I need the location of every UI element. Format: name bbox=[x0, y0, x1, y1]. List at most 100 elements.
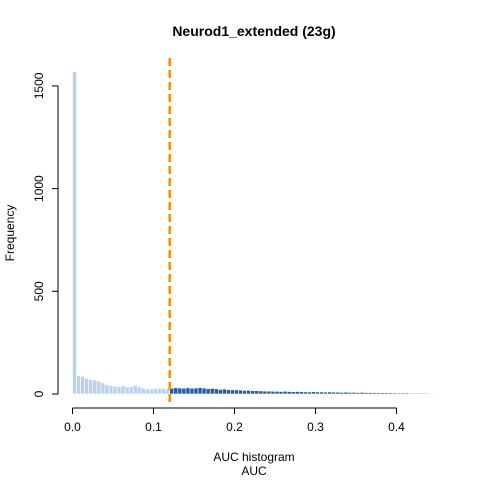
x-tick-label: 0.3 bbox=[307, 420, 324, 434]
histogram-bar bbox=[141, 387, 146, 395]
histogram-bar bbox=[185, 387, 191, 395]
y-axis-label: Frequency bbox=[3, 205, 17, 262]
histogram-bar bbox=[351, 392, 357, 395]
histogram-bar bbox=[218, 389, 223, 395]
histogram-bar bbox=[246, 390, 251, 395]
histogram-bar bbox=[375, 392, 381, 395]
histogram-bar bbox=[72, 71, 77, 395]
histogram-bar bbox=[286, 391, 292, 395]
histogram-bar bbox=[331, 391, 337, 395]
histogram-bar bbox=[132, 385, 138, 395]
histogram-bar bbox=[173, 387, 179, 395]
histogram-bar bbox=[392, 392, 397, 395]
histogram-bar bbox=[222, 388, 227, 395]
histogram-bar bbox=[238, 389, 243, 395]
y-axis: 0 500 1000 1500 bbox=[32, 72, 59, 397]
histogram-bar bbox=[124, 386, 130, 395]
histogram-bar bbox=[84, 378, 90, 395]
histogram-bar bbox=[416, 392, 422, 395]
histogram-bar bbox=[92, 379, 98, 395]
histogram-bar bbox=[242, 390, 247, 395]
x-tick-label: 0.2 bbox=[226, 420, 243, 434]
histogram-bar bbox=[120, 385, 126, 395]
histogram-bar bbox=[258, 390, 264, 395]
histogram-bar bbox=[274, 391, 280, 395]
histogram-bar bbox=[250, 390, 256, 395]
histogram-bar bbox=[396, 392, 401, 395]
histogram-bar bbox=[307, 391, 312, 395]
histogram-bar bbox=[294, 391, 300, 395]
histogram-bar bbox=[145, 388, 150, 395]
histogram-bar bbox=[379, 392, 385, 395]
y-tick-label: 1000 bbox=[32, 175, 46, 202]
histogram-bar bbox=[205, 388, 211, 395]
histogram-bar bbox=[400, 392, 405, 395]
histogram-bar bbox=[359, 392, 365, 395]
histogram-bar bbox=[80, 376, 85, 395]
x-tick-label: 0.1 bbox=[145, 420, 162, 434]
histogram-bar bbox=[262, 390, 268, 395]
x-axis: 0.0 0.1 0.2 0.3 0.4 bbox=[64, 407, 405, 434]
histogram-bar bbox=[189, 387, 195, 395]
histogram-bar bbox=[234, 389, 239, 395]
histogram-bar bbox=[76, 375, 81, 395]
histogram-bar bbox=[363, 392, 369, 395]
histogram-bar bbox=[177, 387, 183, 395]
histogram-bar bbox=[371, 392, 377, 395]
histogram-bar bbox=[428, 393, 434, 395]
histogram-bar bbox=[209, 388, 215, 395]
histogram-bars bbox=[72, 71, 438, 395]
histogram-bar bbox=[384, 392, 389, 395]
histogram-bar bbox=[137, 386, 142, 395]
histogram-bar bbox=[100, 382, 106, 395]
histogram-bar bbox=[347, 392, 353, 395]
histogram-bar bbox=[319, 391, 324, 395]
histogram-bar bbox=[266, 390, 272, 395]
histogram-bar bbox=[161, 388, 166, 395]
histogram-bar bbox=[226, 389, 231, 395]
histogram-bar bbox=[213, 388, 219, 395]
histogram-bar bbox=[432, 393, 438, 395]
histogram-bar bbox=[128, 386, 134, 395]
histogram-bar bbox=[343, 391, 349, 395]
y-tick-label: 1500 bbox=[32, 72, 46, 99]
histogram-bar bbox=[335, 391, 341, 395]
histogram-bar bbox=[116, 386, 122, 395]
histogram-bar bbox=[112, 385, 118, 395]
histogram-bar bbox=[254, 390, 260, 395]
y-tick-label: 500 bbox=[32, 281, 46, 301]
histogram-bar bbox=[290, 391, 296, 395]
x-tick-label: 0.4 bbox=[388, 420, 405, 434]
histogram-bar bbox=[420, 392, 426, 395]
histogram-bar bbox=[230, 389, 235, 395]
histogram-bar bbox=[96, 380, 102, 395]
x-axis-label-line1: AUC histogram bbox=[213, 450, 294, 464]
histogram-bar bbox=[388, 392, 393, 395]
x-axis-label-line2: AUC bbox=[241, 464, 267, 478]
histogram-bar bbox=[149, 388, 154, 395]
chart-title: Neurod1_extended (23g) bbox=[172, 23, 335, 39]
histogram-bar bbox=[412, 392, 418, 395]
histogram-bar bbox=[157, 387, 162, 395]
histogram-bar bbox=[327, 391, 332, 395]
x-tick-label: 0.0 bbox=[64, 420, 81, 434]
histogram-bar bbox=[270, 391, 276, 395]
histogram-bar bbox=[197, 387, 203, 395]
histogram-bar bbox=[424, 392, 430, 395]
histogram-bar bbox=[311, 391, 316, 395]
histogram-bar bbox=[298, 391, 304, 395]
histogram-bar bbox=[339, 392, 345, 395]
histogram-bar bbox=[278, 391, 284, 395]
histogram-bar bbox=[323, 391, 328, 395]
histogram-bar bbox=[88, 379, 94, 395]
histogram-bar bbox=[408, 392, 413, 395]
histogram-bar bbox=[108, 385, 114, 395]
histogram-bar bbox=[315, 391, 320, 395]
histogram-bar bbox=[282, 391, 288, 395]
histogram-bar bbox=[303, 391, 308, 395]
histogram-bar bbox=[153, 388, 158, 395]
y-tick-label: 0 bbox=[32, 390, 46, 397]
histogram-bar bbox=[181, 387, 187, 395]
histogram-bar bbox=[404, 392, 409, 395]
